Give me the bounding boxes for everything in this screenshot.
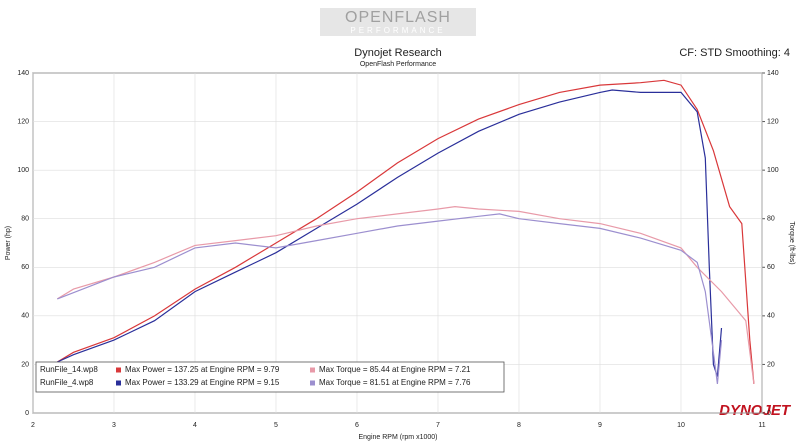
y-axis-label: Power (hp) <box>5 226 12 260</box>
x-tick-label: 8 <box>517 422 521 429</box>
brand-logo: DYNOJET <box>719 402 792 419</box>
x-tick-label: 6 <box>355 422 359 429</box>
x-tick-label: 5 <box>274 422 278 429</box>
legend-swatch <box>116 380 121 386</box>
legend-swatch <box>116 367 121 373</box>
chart-title: Dynojet Research <box>354 47 441 59</box>
x-tick-label: 11 <box>758 422 765 429</box>
y2-tick-label: 100 <box>767 167 779 174</box>
legend-torque: Max Torque = 85.44 at Engine RPM = 7.21 <box>319 365 471 374</box>
legend-power: Max Power = 137.25 at Engine RPM = 9.79 <box>125 365 280 374</box>
legend-swatch <box>310 380 315 386</box>
y-tick-label: 40 <box>21 313 29 320</box>
y2-tick-label: 60 <box>767 264 775 271</box>
legend-power: Max Power = 133.29 at Engine RPM = 9.15 <box>125 378 280 387</box>
x-tick-label: 9 <box>598 422 602 429</box>
corner-note: CF: STD Smoothing: 4 <box>679 47 790 59</box>
chart-subtitle: OpenFlash Performance <box>360 61 436 68</box>
y2-tick-label: 20 <box>767 361 775 368</box>
y-tick-label: 20 <box>21 361 29 368</box>
y2-tick-label: 0 <box>767 410 771 417</box>
series-line <box>56 205 755 384</box>
legend-torque: Max Torque = 81.51 at Engine RPM = 7.76 <box>319 378 471 387</box>
y-tick-label: 80 <box>21 216 29 223</box>
y2-tick-label: 80 <box>767 216 775 223</box>
x-tick-label: 4 <box>193 422 197 429</box>
legend-file: RunFile_4.wp8 <box>40 378 94 387</box>
x-axis-label: Engine RPM (rpm x1000) <box>359 434 438 441</box>
y-tick-label: 0 <box>25 410 29 417</box>
series-line <box>57 89 723 377</box>
x-tick-label: 10 <box>677 422 685 429</box>
series-line <box>57 213 723 384</box>
series-line <box>56 79 755 384</box>
y-tick-label: 120 <box>17 118 29 125</box>
logo-box <box>320 8 476 36</box>
x-tick-label: 7 <box>436 422 440 429</box>
y2-axis-label: Torque (ft-lbs) <box>788 221 795 264</box>
logo: OPENFLASH <box>345 9 451 26</box>
legend-box <box>35 361 505 393</box>
logo-sub: PERFORMANCE <box>350 26 445 35</box>
y2-tick-label: 40 <box>767 313 775 320</box>
legend-file: RunFile_14.wp8 <box>40 365 98 374</box>
y2-tick-label: 140 <box>767 70 779 77</box>
y-tick-label: 60 <box>21 264 29 271</box>
y2-tick-label: 120 <box>767 118 779 125</box>
x-tick-label: 3 <box>112 422 116 429</box>
x-tick-label: 2 <box>31 422 35 429</box>
y-tick-label: 140 <box>17 70 29 77</box>
y-tick-label: 100 <box>17 167 29 174</box>
legend-swatch <box>310 367 315 373</box>
